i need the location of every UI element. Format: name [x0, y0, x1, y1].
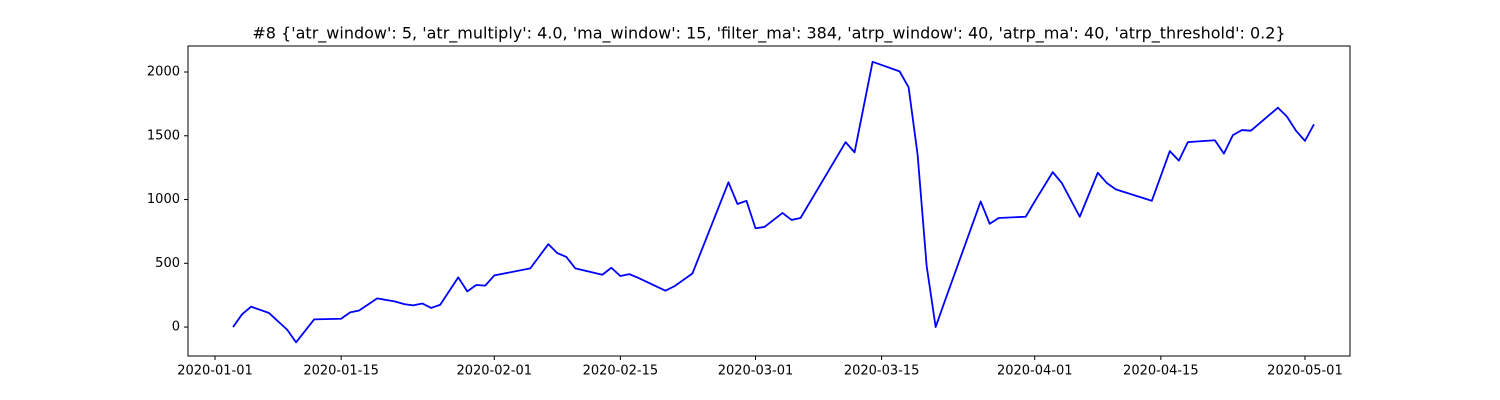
chart-title: #8 {'atr_window': 5, 'atr_multiply': 4.0… [252, 24, 1285, 44]
data-line [232, 60, 1315, 344]
x-tick-label: 2020-05-01 [1267, 364, 1343, 379]
y-tick-label: 1500 [147, 128, 180, 143]
x-tick-label: 2020-03-15 [844, 364, 920, 379]
x-tick-label: 2020-03-01 [718, 364, 794, 379]
y-tick-label: 500 [155, 256, 180, 271]
x-tick-label: 2020-01-01 [177, 364, 253, 379]
y-tick-label: 0 [172, 320, 180, 335]
x-tick-label: 2020-01-15 [303, 364, 379, 379]
y-tick-label: 2000 [147, 65, 180, 80]
x-tick-label: 2020-04-15 [1123, 364, 1199, 379]
x-tick-label: 2020-02-15 [583, 364, 659, 379]
x-tick-label: 2020-04-01 [997, 364, 1073, 379]
axes-frame [187, 45, 1351, 357]
y-tick-label: 1000 [147, 192, 180, 207]
x-tick-label: 2020-02-01 [456, 364, 532, 379]
